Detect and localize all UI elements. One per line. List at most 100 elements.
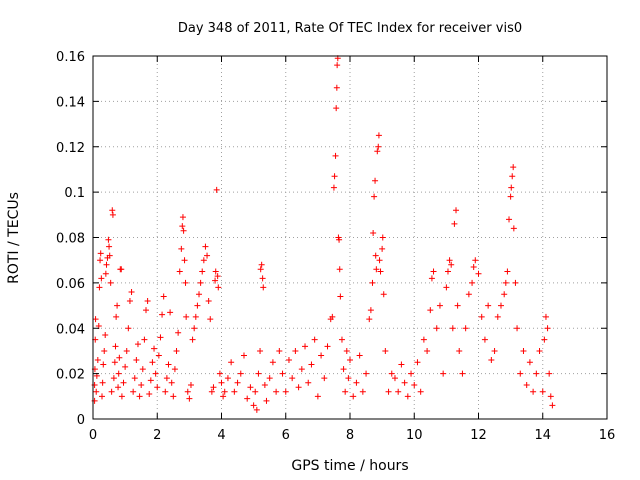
data-point (542, 313, 549, 320)
data-point (126, 298, 133, 305)
data-point (433, 325, 440, 332)
data-point (333, 105, 340, 112)
data-point (501, 291, 508, 298)
y-tick-label: 0.12 (56, 141, 85, 156)
data-point (504, 268, 511, 275)
data-point (96, 284, 103, 291)
y-tick-label: 0.14 (56, 95, 85, 110)
data-point (111, 359, 118, 366)
data-point (453, 207, 460, 214)
data-point (98, 275, 105, 282)
data-point (266, 375, 273, 382)
x-tick-label: 6 (282, 428, 290, 443)
data-point (454, 302, 461, 309)
data-point (130, 388, 137, 395)
data-point (311, 336, 318, 343)
data-point (178, 245, 185, 252)
data-point (181, 257, 188, 264)
data-point (103, 261, 110, 268)
data-point (512, 279, 519, 286)
data-point (157, 334, 164, 341)
data-point (163, 375, 170, 382)
data-point (100, 361, 107, 368)
data-point (170, 393, 177, 400)
data-point (143, 307, 150, 314)
data-point (216, 370, 223, 377)
data-point (497, 302, 504, 309)
y-tick-label: 0.02 (56, 368, 85, 383)
data-point (520, 347, 527, 354)
x-tick-label: 8 (346, 428, 354, 443)
data-point (106, 252, 113, 259)
data-point (465, 291, 472, 298)
data-point (139, 366, 146, 373)
data-point (305, 379, 312, 386)
data-point (376, 257, 383, 264)
data-point (102, 332, 109, 339)
data-point (114, 302, 121, 309)
data-point (375, 132, 382, 139)
data-point (549, 402, 556, 409)
data-point (395, 388, 402, 395)
data-point (321, 375, 328, 382)
data-point (151, 345, 158, 352)
data-point (508, 184, 515, 191)
data-point (93, 388, 100, 395)
data-point (112, 343, 119, 350)
data-point (506, 216, 513, 223)
x-tick-label: 4 (217, 428, 225, 443)
data-point (107, 279, 114, 286)
data-point (526, 359, 533, 366)
data-point (149, 359, 156, 366)
data-point (152, 370, 159, 377)
data-point (252, 388, 259, 395)
data-point (380, 291, 387, 298)
data-point (436, 302, 443, 309)
data-point (179, 223, 186, 230)
data-point (485, 302, 492, 309)
data-point (106, 243, 113, 250)
data-point (428, 275, 435, 282)
data-point (187, 381, 194, 388)
data-point (128, 288, 135, 295)
data-point (220, 393, 227, 400)
data-point (517, 370, 524, 377)
data-point (336, 236, 343, 243)
data-point (533, 370, 540, 377)
data-point (162, 388, 169, 395)
data-point (192, 313, 199, 320)
data-point (285, 357, 292, 364)
data-point (202, 243, 209, 250)
data-point (292, 347, 299, 354)
data-point (370, 229, 377, 236)
data-point (430, 268, 437, 275)
data-point (199, 268, 206, 275)
data-point (289, 375, 296, 382)
data-point (302, 343, 309, 350)
data-point (255, 370, 262, 377)
data-point (539, 388, 546, 395)
data-point (204, 252, 211, 259)
data-point (147, 377, 154, 384)
data-point (446, 257, 453, 264)
data-point (118, 266, 125, 273)
data-point (115, 384, 122, 391)
data-point (167, 309, 174, 316)
data-point (186, 395, 193, 402)
x-tick-label: 16 (599, 428, 616, 443)
data-point (547, 393, 554, 400)
data-point (481, 336, 488, 343)
data-point (343, 347, 350, 354)
grid (93, 56, 607, 419)
data-point (141, 336, 148, 343)
data-point (353, 379, 360, 386)
data-point (536, 347, 543, 354)
data-point (94, 357, 101, 364)
data-point (462, 325, 469, 332)
data-point (134, 341, 141, 348)
data-point (136, 393, 143, 400)
data-point (214, 273, 221, 280)
data-point (424, 347, 431, 354)
data-point (144, 298, 151, 305)
data-point (444, 268, 451, 275)
